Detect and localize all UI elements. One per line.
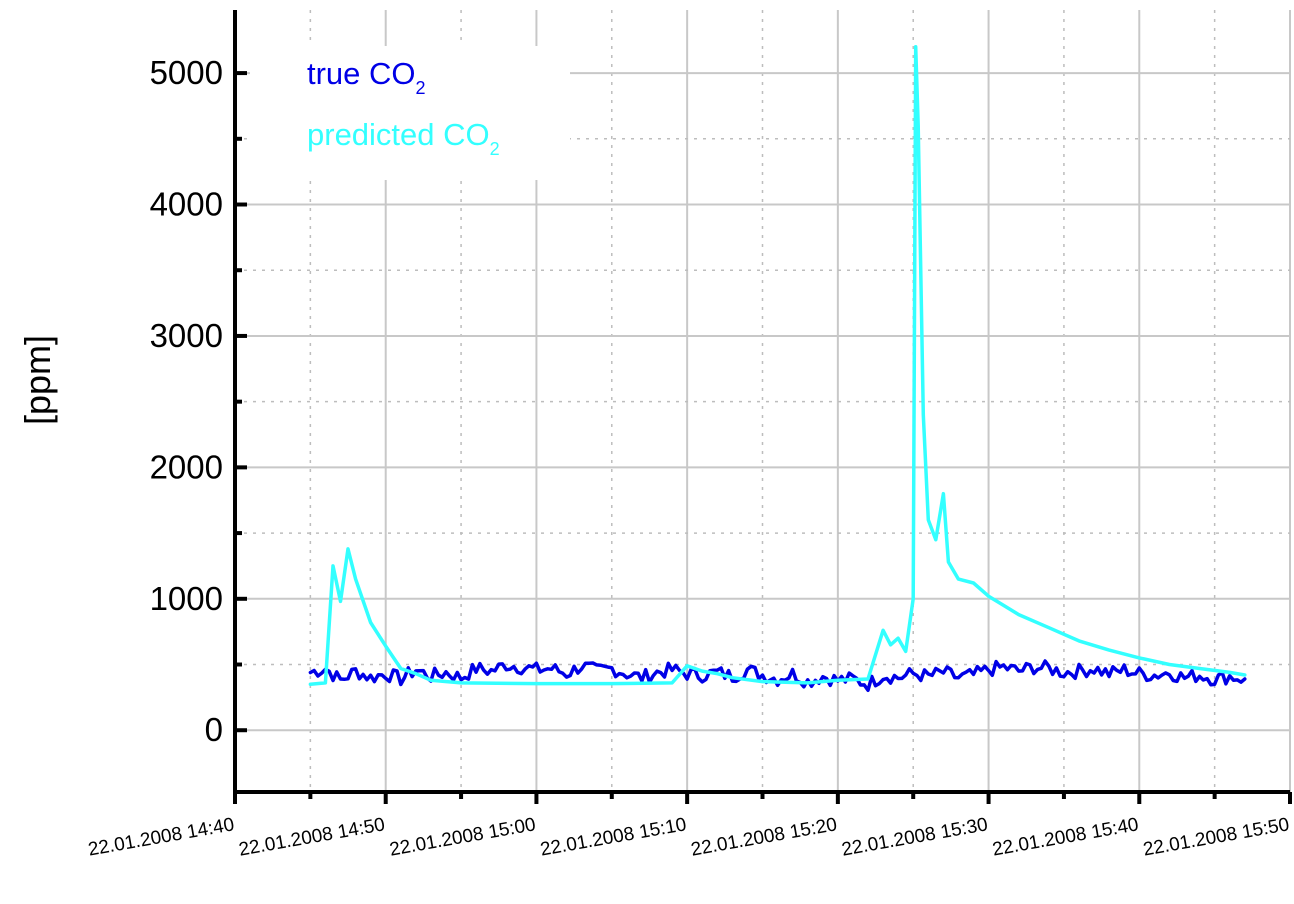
legend-subscript-predicted-co2: 2	[490, 139, 500, 159]
y-tick-label: 4000	[150, 186, 223, 223]
legend-background	[250, 46, 570, 180]
y-axis-title: [ppm]	[17, 335, 58, 425]
series-layer	[308, 45, 1247, 693]
x-tick-label: 22.01.2008 15:00	[388, 814, 537, 860]
y-tick-label: 2000	[150, 448, 223, 485]
x-tick-label: 22.01.2008 15:50	[1142, 814, 1291, 860]
legend-label-true-co2: true CO	[307, 56, 416, 91]
legend-label-predicted-co2: predicted CO	[307, 117, 490, 152]
legend-subscript-true-co2: 2	[416, 78, 426, 98]
y-tick-label: 1000	[150, 580, 223, 617]
x-tick-label: 22.01.2008 15:10	[539, 814, 688, 860]
axes	[233, 10, 1292, 804]
svg-text:predicted CO2: predicted CO2	[307, 117, 500, 159]
series-line-true-co2	[308, 659, 1247, 693]
y-tick-label: 0	[205, 711, 223, 748]
x-tick-label: 22.01.2008 15:20	[689, 814, 838, 860]
y-tick-label: 5000	[150, 54, 223, 91]
legend-entry-predicted-co2: predicted CO2	[307, 117, 500, 159]
x-tick-label: 22.01.2008 14:50	[237, 814, 386, 860]
legend: true CO2 predicted CO2	[250, 46, 570, 180]
x-tick-label: 22.01.2008 14:40	[87, 814, 236, 860]
grid	[235, 10, 1291, 792]
svg-text:true CO2: true CO2	[307, 56, 426, 98]
legend-entry-true-co2: true CO2	[307, 56, 426, 98]
x-tick-label: 22.01.2008 15:40	[991, 814, 1140, 860]
y-tick-label: 3000	[150, 317, 223, 354]
series-line-predicted-co2	[308, 45, 1247, 686]
x-tick-label: 22.01.2008 15:30	[840, 814, 989, 860]
